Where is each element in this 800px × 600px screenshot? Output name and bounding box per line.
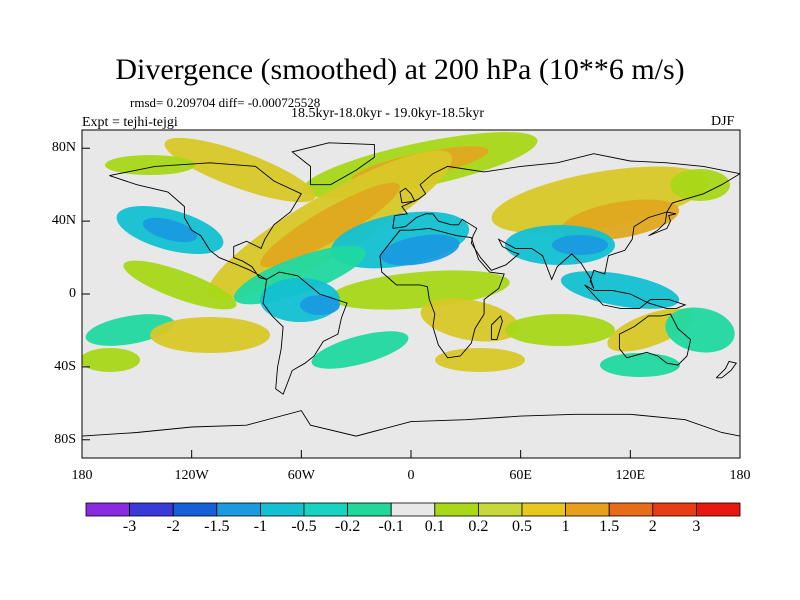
madagascar-coast [490, 315, 503, 341]
period-text: 18.5kyr-18.0kyr - 19.0kyr-18.5kyr [291, 106, 485, 121]
colorbar-label: 0.1 [424, 518, 445, 535]
field-contour [600, 353, 680, 377]
lat-label: 80N [51, 140, 76, 156]
new-zealand-coast [715, 360, 738, 379]
japan-coast [648, 211, 677, 237]
field-contour [123, 260, 237, 310]
colorbar-label: -1 [253, 518, 268, 535]
colorbar-swatch [129, 502, 174, 517]
field-contour [435, 348, 525, 372]
lat-label: 40S [54, 358, 76, 374]
colorbar-swatch [696, 502, 741, 517]
colorbar-label: -3 [122, 518, 137, 535]
experiment-text: Expt = tejhi-tejgi [82, 115, 178, 130]
lon-label: 60W [287, 468, 315, 483]
antarctica-coast [82, 410, 740, 437]
colorbar-swatch [303, 502, 348, 517]
field-contour [665, 307, 735, 353]
lat-label: 80S [54, 431, 76, 447]
stats-text: rmsd= 0.209704 diff= -0.000725528 [130, 95, 321, 110]
field-contour [491, 166, 709, 234]
australia-coast [618, 313, 692, 366]
field-contour [300, 295, 340, 315]
field-contour [260, 182, 400, 268]
colorbar-swatch [216, 502, 261, 517]
field-contour [311, 331, 409, 369]
lon-label: 120W [174, 468, 209, 483]
uk-coast [399, 187, 416, 204]
field-contour [150, 317, 270, 353]
eurasia-coast [392, 153, 740, 289]
field-contour [552, 235, 608, 255]
field-contour [380, 234, 460, 266]
colorbar-label: 3 [692, 518, 701, 535]
field-contour [505, 314, 615, 346]
field-contour [164, 137, 316, 203]
colorbar-swatch [521, 502, 566, 517]
colorbar-label: 0.5 [512, 518, 532, 535]
chart-title: Divergence (smoothed) at 200 hPa (10**6 … [115, 53, 685, 86]
north-america-coast [109, 162, 302, 280]
colorbar-label: 1.5 [599, 518, 620, 535]
colorbar-label: 2 [648, 518, 657, 535]
south-america-coast [262, 271, 348, 395]
lat-label: 0 [69, 286, 76, 301]
colorbar-swatch [477, 502, 523, 517]
colorbar-swatch [608, 502, 654, 517]
field-contour [420, 298, 520, 342]
coastlines [82, 142, 740, 437]
colorbar-swatch [85, 502, 130, 517]
field-contour [82, 348, 140, 372]
lon-label: 180 [71, 468, 93, 483]
colorbar-label: -1.5 [204, 518, 230, 535]
colorbar-swatch [172, 502, 218, 517]
colorbar-swatch [434, 502, 479, 517]
africa-coast [379, 227, 505, 359]
colorbar-swatch [259, 502, 305, 517]
colorbar-label: -0.5 [291, 518, 317, 535]
colorbar-swatch [652, 502, 697, 517]
season-text: DJF [711, 114, 735, 129]
field-contour [142, 217, 198, 243]
colorbar-swatch [565, 502, 610, 517]
field-contour [105, 155, 195, 175]
indonesia-coast [584, 284, 687, 310]
lon-label: 120E [615, 468, 646, 483]
greenland-coast [291, 142, 375, 186]
colorbar-label: 0.2 [468, 518, 489, 535]
colorbar-label: -2 [166, 518, 180, 535]
field-contour [670, 169, 730, 201]
colorbar-label: -0.2 [334, 518, 361, 535]
lon-label: 180 [729, 468, 751, 483]
colorbar [85, 502, 741, 517]
lon-label: 60E [509, 468, 532, 483]
divergence-field [82, 130, 740, 458]
lat-label: 40N [51, 213, 76, 229]
colorbar-swatch [390, 502, 436, 517]
colorbar-label: -0.1 [378, 518, 404, 535]
colorbar-swatch [347, 502, 392, 517]
map-ticks [81, 147, 741, 458]
lon-label: 0 [407, 468, 415, 483]
colorbar-label: 1 [561, 518, 570, 535]
